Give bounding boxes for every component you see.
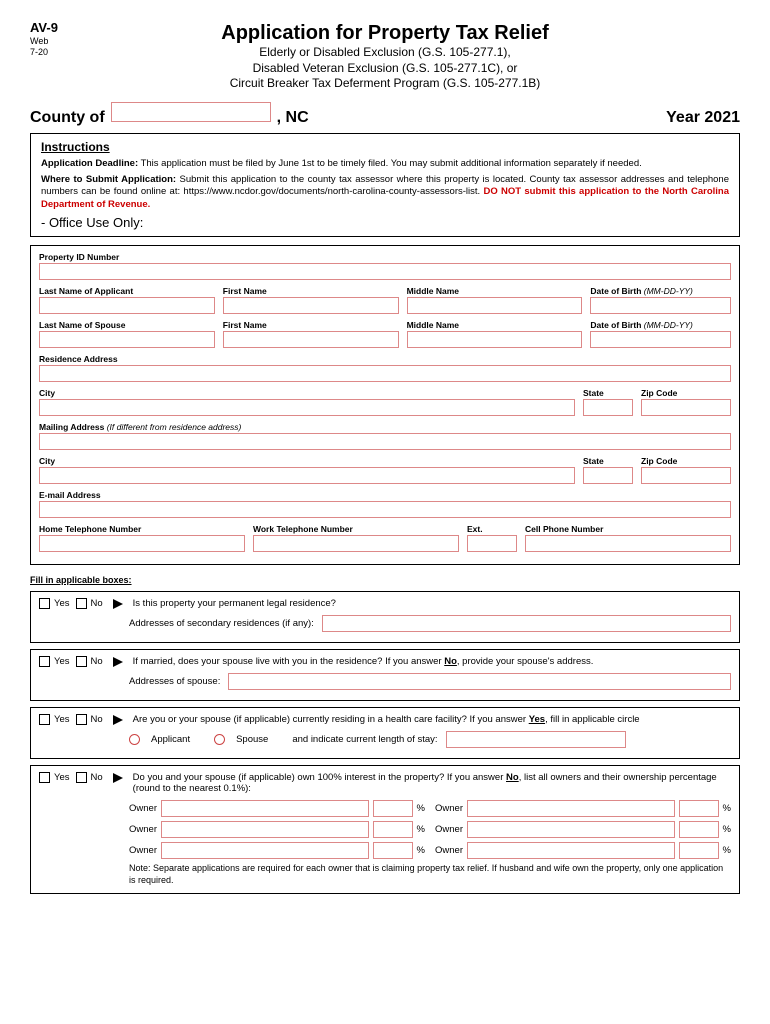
form-header: AV-9 Web7-20 Application for Property Ta… xyxy=(30,20,740,92)
home-phone-input[interactable] xyxy=(39,535,245,552)
q3-stay-length-input[interactable] xyxy=(446,731,626,748)
q4-no-checkbox[interactable] xyxy=(76,772,87,783)
state-suffix: , NC xyxy=(277,109,309,127)
work-phone-input[interactable] xyxy=(253,535,459,552)
owner-4-pct-input[interactable] xyxy=(679,800,719,817)
owner-6-pct-input[interactable] xyxy=(679,842,719,859)
subtitle-3: Circuit Breaker Tax Deferment Program (G… xyxy=(30,76,740,92)
q3-applicant-radio[interactable] xyxy=(129,734,140,745)
owner-3-pct-input[interactable] xyxy=(373,842,413,859)
page-title: Application for Property Tax Relief xyxy=(30,20,740,45)
year-label: Year 2021 xyxy=(666,109,740,127)
q2-sub-label: Addresses of spouse: xyxy=(129,676,220,687)
cell-phone-input[interactable] xyxy=(525,535,731,552)
office-use-label: - Office Use Only: xyxy=(41,215,729,230)
q1-text: Is this property your permanent legal re… xyxy=(133,598,336,609)
ext-input[interactable] xyxy=(467,535,517,552)
q1-sub-label: Addresses of secondary residences (if an… xyxy=(129,618,314,629)
residence-city-input[interactable] xyxy=(39,399,575,416)
question-4-box: Yes No Do you and your spouse (if applic… xyxy=(30,765,740,893)
owner-2-name-input[interactable] xyxy=(161,821,369,838)
question-1-box: Yes No Is this property your permanent l… xyxy=(30,591,740,643)
q2-spouse-address-input[interactable] xyxy=(228,673,731,690)
instructions-heading: Instructions xyxy=(41,140,729,154)
owner-5-name-input[interactable] xyxy=(467,821,675,838)
q1-yes-checkbox[interactable] xyxy=(39,598,50,609)
q2-yes-checkbox[interactable] xyxy=(39,656,50,667)
residence-zip-input[interactable] xyxy=(641,399,731,416)
owner-3-name-input[interactable] xyxy=(161,842,369,859)
owner-1-pct-input[interactable] xyxy=(373,800,413,817)
q4-note: Note: Separate applications are required… xyxy=(129,863,731,886)
mailing-state-input[interactable] xyxy=(583,467,633,484)
applicant-last-input[interactable] xyxy=(39,297,215,314)
fill-boxes-header: Fill in applicable boxes: xyxy=(30,575,740,585)
q4-yes-checkbox[interactable] xyxy=(39,772,50,783)
owner-1-name-input[interactable] xyxy=(161,800,369,817)
arrow-icon xyxy=(113,773,123,783)
q1-no-checkbox[interactable] xyxy=(76,598,87,609)
county-input[interactable] xyxy=(111,102,271,122)
applicant-dob-input[interactable] xyxy=(590,297,731,314)
q2-no-checkbox[interactable] xyxy=(76,656,87,667)
arrow-icon xyxy=(113,715,123,725)
property-id-input[interactable] xyxy=(39,263,731,280)
q3-yes-checkbox[interactable] xyxy=(39,714,50,725)
owner-4-name-input[interactable] xyxy=(467,800,675,817)
arrow-icon xyxy=(113,599,123,609)
county-row: County of , NC Year 2021 xyxy=(30,102,740,127)
spouse-middle-input[interactable] xyxy=(407,331,583,348)
applicant-middle-input[interactable] xyxy=(407,297,583,314)
q3-no-checkbox[interactable] xyxy=(76,714,87,725)
applicant-first-input[interactable] xyxy=(223,297,399,314)
residence-state-input[interactable] xyxy=(583,399,633,416)
q1-secondary-address-input[interactable] xyxy=(322,615,731,632)
question-3-box: Yes No Are you or your spouse (if applic… xyxy=(30,707,740,759)
subtitle-1: Elderly or Disabled Exclusion (G.S. 105-… xyxy=(30,45,740,61)
mailing-input[interactable] xyxy=(39,433,731,450)
instructions-box: Instructions Application Deadline: This … xyxy=(30,133,740,237)
owner-5-pct-input[interactable] xyxy=(679,821,719,838)
spouse-first-input[interactable] xyxy=(223,331,399,348)
spouse-last-input[interactable] xyxy=(39,331,215,348)
owner-6-name-input[interactable] xyxy=(467,842,675,859)
applicant-info-box: Property ID Number Last Name of Applican… xyxy=(30,245,740,565)
subtitle-2: Disabled Veteran Exclusion (G.S. 105-277… xyxy=(30,61,740,77)
question-2-box: Yes No If married, does your spouse live… xyxy=(30,649,740,701)
arrow-icon xyxy=(113,657,123,667)
form-subcode: Web7-20 xyxy=(30,36,48,58)
mailing-zip-input[interactable] xyxy=(641,467,731,484)
form-code: AV-9 xyxy=(30,20,58,35)
residence-input[interactable] xyxy=(39,365,731,382)
mailing-city-input[interactable] xyxy=(39,467,575,484)
owner-2-pct-input[interactable] xyxy=(373,821,413,838)
q3-spouse-radio[interactable] xyxy=(214,734,225,745)
county-label: County of xyxy=(30,109,105,127)
property-id-label: Property ID Number xyxy=(39,252,731,262)
spouse-dob-input[interactable] xyxy=(590,331,731,348)
email-input[interactable] xyxy=(39,501,731,518)
